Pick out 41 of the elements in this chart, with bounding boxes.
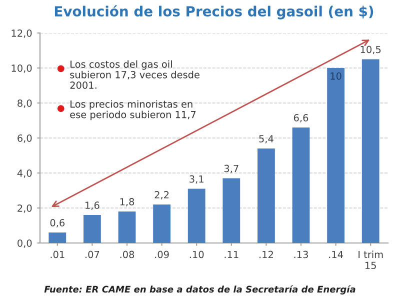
data-label: 3,7 — [224, 164, 238, 174]
data-label: 1,8 — [120, 198, 134, 206]
y-tick-label: 12,0 — [12, 29, 32, 38]
bar — [48, 232, 66, 243]
y-tick-label: 4,0 — [17, 169, 32, 178]
x-tick-label: .12 — [260, 250, 273, 258]
y-tick-label: 10,0 — [12, 64, 32, 73]
bar — [118, 212, 136, 243]
bar — [153, 204, 170, 243]
x-tick-label: .01 — [50, 250, 64, 258]
x-tick-label: .08 — [120, 250, 134, 258]
data-label: 3,1 — [190, 175, 204, 184]
bar — [292, 128, 310, 243]
x-tick-label: .07 — [86, 250, 100, 258]
data-label: 10 — [330, 72, 342, 80]
x-tick-label: .09 — [155, 250, 169, 258]
data-label: 6,6 — [294, 114, 308, 122]
y-tick-label: 0,0 — [18, 239, 32, 248]
annotation: Los costos del gas oil subieron 17,3 veces desde 2001. — [70, 60, 200, 89]
data-label: 2,2 — [154, 191, 169, 200]
x-tick-label: I trim 15 — [358, 250, 383, 270]
y-tick-label: 8,0 — [18, 99, 32, 108]
x-tick-label: .13 — [294, 250, 308, 258]
bar — [327, 68, 344, 243]
data-label: 5,4 — [259, 135, 274, 144]
bar — [258, 148, 275, 243]
chart-title: Evolución de los Precios del gasoil (en $) — [54, 5, 374, 20]
y-tick-label: 2,0 — [18, 204, 32, 213]
source-note: Fuente: ER CAME en base a datos de la Secretaría de Energía — [44, 285, 356, 294]
bar — [84, 215, 101, 243]
x-tick-label: .14 — [329, 250, 343, 258]
data-label: 10,5 — [360, 46, 381, 54]
bar — [362, 59, 380, 243]
x-tick-label: .11 — [224, 250, 238, 258]
y-tick-label: 6,0 — [18, 134, 32, 143]
data-label: 1,6 — [86, 202, 100, 210]
bar — [188, 188, 206, 243]
annotation: Los precios minoristas en ese periodo subieron 11,7 — [70, 100, 196, 120]
data-label: 0,6 — [50, 219, 65, 228]
bar — [222, 178, 240, 243]
x-tick-label: .10 — [190, 250, 204, 258]
